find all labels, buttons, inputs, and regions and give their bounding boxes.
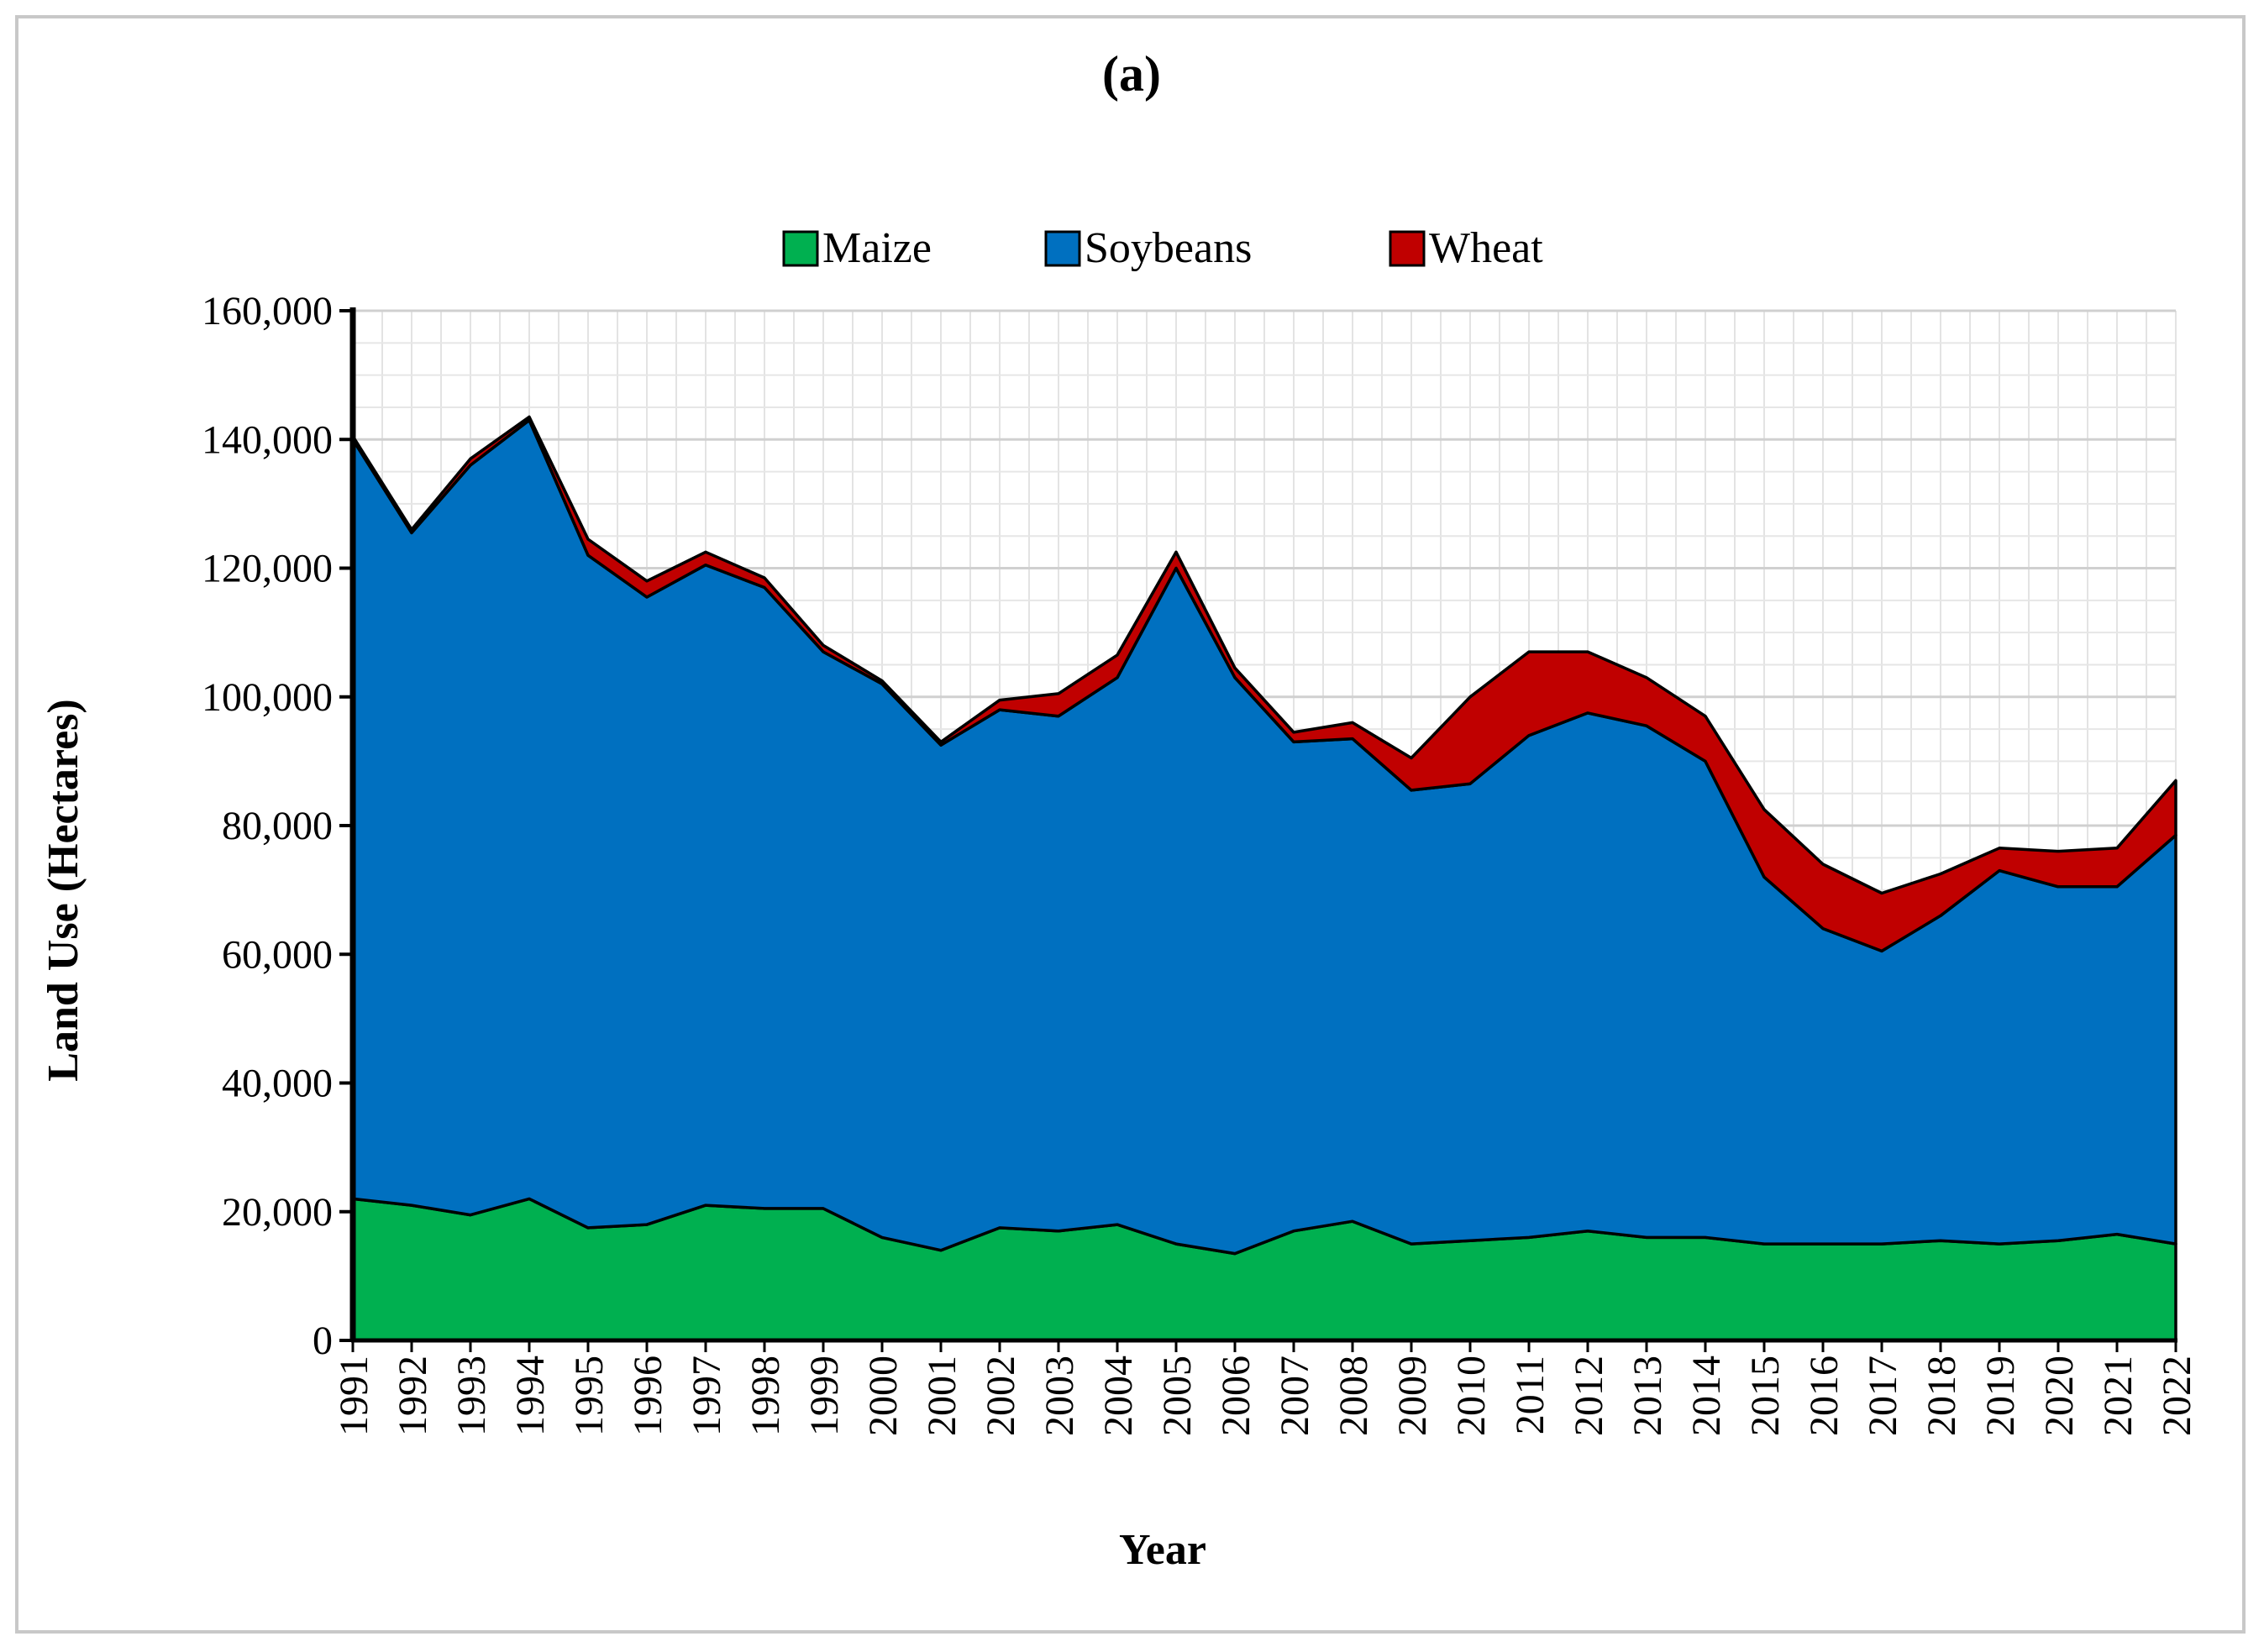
x-axis-title: Year	[1119, 1526, 1206, 1574]
x-tick-label: 2022	[2155, 1356, 2199, 1436]
figure-frame	[15, 15, 2246, 1634]
x-tick-label: 1995	[567, 1356, 612, 1436]
x-tick-label: 2004	[1096, 1356, 1141, 1436]
x-tick-label: 1992	[391, 1356, 435, 1436]
x-tick-label: 2017	[1861, 1356, 1905, 1436]
x-tick-label: 2014	[1684, 1356, 1729, 1436]
y-tick-label: 20,000	[222, 1190, 333, 1235]
y-tick-label: 40,000	[222, 1062, 333, 1106]
y-tick-label: 100,000	[202, 675, 333, 720]
legend-swatch-maize	[782, 230, 819, 267]
y-axis-title: Land Use (Hectares)	[39, 699, 87, 1081]
y-axis-ticks: 0 20,000 40,000 60,000 80,000 100,000 120,000 1…	[202, 289, 353, 1363]
legend-label-soybeans: Soybeans	[1085, 224, 1252, 272]
x-tick-label: 2015	[1743, 1356, 1788, 1436]
y-tick-label: 140,000	[202, 417, 333, 462]
x-axis-ticks: 1991 1992 1993 1994 1995 1996 1997 1998 1999 2000…	[332, 1340, 2199, 1436]
x-tick-label: 2019	[1978, 1356, 2023, 1436]
x-tick-label: 2010	[1449, 1356, 1494, 1436]
x-tick-label: 1997	[685, 1356, 729, 1436]
legend-label-maize: Maize	[822, 224, 932, 272]
x-tick-label: 2016	[1802, 1356, 1846, 1436]
x-tick-label: 2007	[1273, 1356, 1317, 1436]
y-tick-label: 120,000	[202, 547, 333, 591]
chart-title: (a)	[1102, 46, 1161, 102]
x-tick-label: 1993	[449, 1356, 494, 1436]
x-tick-label: 2006	[1214, 1356, 1258, 1436]
x-tick-label: 2005	[1155, 1356, 1200, 1436]
x-tick-label: 1998	[743, 1356, 788, 1436]
x-tick-label: 2013	[1626, 1356, 1670, 1436]
x-tick-label: 1991	[332, 1356, 376, 1436]
x-tick-label: 2011	[1508, 1356, 1552, 1434]
x-tick-label: 2009	[1390, 1356, 1435, 1436]
legend: Maize Soybeans Wheat	[782, 224, 1543, 272]
x-tick-label: 1996	[626, 1356, 670, 1436]
legend-label-wheat: Wheat	[1429, 224, 1543, 272]
y-tick-label: 80,000	[222, 804, 333, 848]
area-wheat	[351, 415, 2177, 953]
x-tick-label: 2021	[2096, 1356, 2141, 1436]
x-tick-label: 2012	[1567, 1356, 1611, 1436]
y-tick-label: 0	[313, 1319, 333, 1363]
y-tick-label: 160,000	[202, 289, 333, 333]
x-tick-label: 2000	[861, 1356, 906, 1436]
x-tick-label: 2003	[1037, 1356, 1082, 1436]
area-series	[351, 415, 2177, 1342]
x-tick-label: 2002	[979, 1356, 1023, 1436]
legend-swatch-wheat	[1389, 230, 1426, 267]
x-tick-label: 1999	[802, 1356, 847, 1436]
x-tick-label: 2001	[920, 1356, 964, 1436]
legend-swatch-soybeans	[1044, 230, 1081, 267]
x-tick-label: 1994	[508, 1356, 553, 1436]
y-tick-label: 60,000	[222, 932, 333, 977]
x-tick-label: 2018	[1920, 1356, 1964, 1436]
x-tick-label: 2008	[1332, 1356, 1376, 1436]
x-tick-label: 2020	[2037, 1356, 2082, 1436]
